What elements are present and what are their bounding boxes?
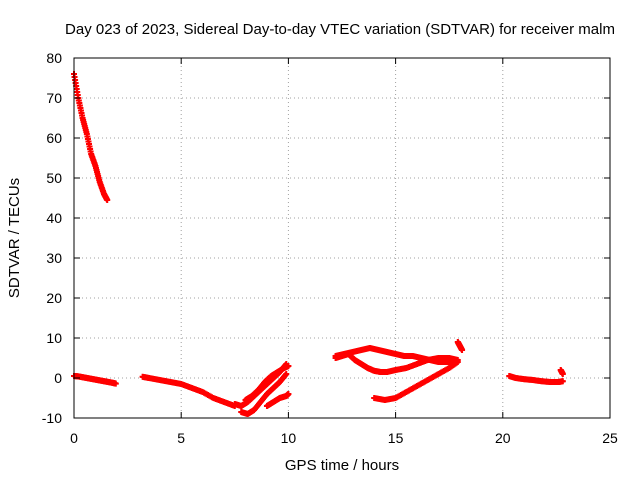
data-layer [71,71,566,417]
x-tick-label: 15 [388,430,404,446]
sdtvar-chart: Day 023 of 2023, Sidereal Day-to-day VTE… [0,0,640,480]
y-tick-label: 10 [46,330,62,346]
chart-title: Day 023 of 2023, Sidereal Day-to-day VTE… [65,21,615,38]
data-series-arc-1 [71,71,110,203]
x-axis-label: GPS time / hours [285,457,399,474]
grid-layer [74,58,610,418]
x-tick-label: 5 [177,430,185,446]
y-tick-label: 0 [54,370,62,386]
y-axis-label: SDTVAR / TECUs [6,178,23,298]
data-series-arc-12 [506,373,566,385]
data-series-arc-11 [455,339,465,353]
chart-root: Day 023 of 2023, Sidereal Day-to-day VTE… [0,0,640,480]
y-tick-label: 70 [46,90,62,106]
y-tick-label: -10 [42,410,62,426]
plot-frame [74,58,610,418]
x-tick-label: 25 [602,430,618,446]
x-tick-label: 20 [495,430,511,446]
tick-layer: 0 5 10 15 20 25 -10 0 10 20 30 40 50 60 70 80 [42,50,618,446]
y-tick-label: 40 [46,210,62,226]
y-tick-label: 20 [46,290,62,306]
data-series-arc-2 [71,373,119,387]
y-tick-label: 60 [46,130,62,146]
x-tick-label: 10 [281,430,297,446]
y-tick-label: 30 [46,250,62,266]
y-tick-label: 50 [46,170,62,186]
data-series-arc-5 [238,371,289,417]
data-series-arc-3 [140,374,238,409]
y-tick-label: 80 [46,50,62,66]
data-series-arc-13 [558,367,566,377]
x-tick-label: 0 [70,430,78,446]
